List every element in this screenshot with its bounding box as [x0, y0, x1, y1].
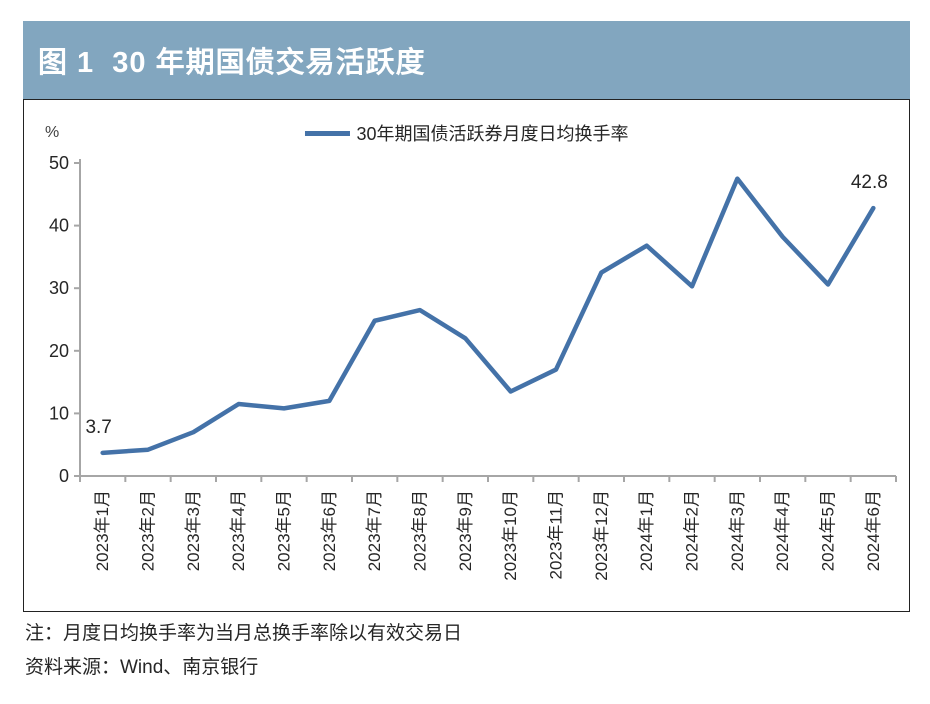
x-tick-label: 2024年3月: [728, 490, 747, 571]
x-tick-label: 2023年7月: [365, 490, 384, 571]
y-tick-label: 20: [49, 341, 69, 361]
data-point-label: 42.8: [851, 172, 888, 193]
legend-line-swatch: [304, 130, 350, 136]
y-tick-label: 50: [49, 153, 69, 173]
y-tick-label: 0: [59, 466, 69, 486]
x-tick-label: 2023年9月: [456, 490, 475, 571]
line-chart: 0 10 20 30 40 50 2023年1月 2023年2月 2023年3月 2023年4月 2…: [49, 153, 897, 581]
x-tick-label: 2023年4月: [229, 490, 248, 571]
chart-container: 0 10 20 30 40 50 2023年1月 2023年2月 2023年3月 2023年4月 2…: [23, 99, 910, 612]
x-tick-label: 2023年8月: [411, 490, 430, 571]
y-axis-unit-label: %: [45, 124, 60, 141]
x-tick-label: 2023年11月: [547, 490, 566, 579]
data-series-line: [100, 176, 876, 456]
x-tick-label: 2024年6月: [864, 490, 883, 571]
chart-source: 资料来源：Wind、南京银行: [25, 657, 259, 678]
figure-title: 图 1 30 年期国债交易活跃度: [38, 47, 426, 79]
x-tick-label: 2023年6月: [320, 490, 339, 571]
figure-title-bar: 图 1 30 年期国债交易活跃度: [23, 21, 910, 99]
x-tick-label: 2023年12月: [592, 490, 611, 581]
x-tick-label: 2023年1月: [93, 490, 112, 571]
chart-note: 注：月度日均换手率为当月总换手率除以有效交易日: [25, 623, 463, 644]
legend-label: 30年期国债活跃券月度日均换手率: [356, 124, 629, 144]
x-tick-label: 2023年2月: [139, 490, 158, 571]
chart-footnotes: 注：月度日均换手率为当月总换手率除以有效交易日 资料来源：Wind、南京银行: [25, 617, 462, 685]
x-tick-label: 2024年1月: [637, 490, 656, 571]
chart-legend: 30年期国债活跃券月度日均换手率: [304, 120, 629, 146]
x-tick-label: 2024年4月: [773, 490, 792, 571]
x-tick-label: 2023年5月: [275, 490, 294, 571]
data-point-label: 3.7: [85, 417, 111, 438]
x-tick-label: 2023年3月: [184, 490, 203, 571]
y-tick-label: 40: [49, 216, 69, 236]
x-tick-label: 2023年10月: [501, 490, 520, 581]
y-tick-label: 30: [49, 278, 69, 298]
x-tick-label: 2024年2月: [683, 490, 702, 571]
y-tick-label: 10: [49, 403, 69, 423]
x-tick-label: 2024年5月: [819, 490, 838, 571]
